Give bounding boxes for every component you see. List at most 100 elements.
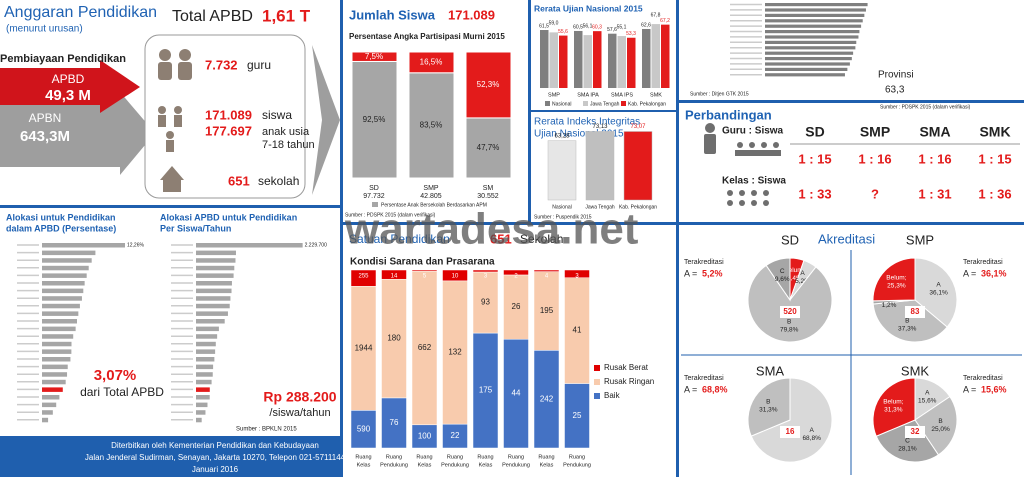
bar <box>196 334 218 339</box>
label: Ujian Nasional 2015 <box>534 129 624 140</box>
label: ? <box>871 186 879 201</box>
label: 28,1% <box>898 446 917 453</box>
label: A = <box>963 384 976 394</box>
bar <box>196 357 215 362</box>
pie-slice <box>872 377 916 437</box>
label: Sumber : Puspendik 2015 <box>534 214 592 220</box>
label: SMK <box>901 363 930 378</box>
label: Rerata Indeks Integritas <box>534 117 640 128</box>
label: SMA <box>756 363 785 378</box>
pie-slice <box>872 299 948 343</box>
bar <box>540 30 549 88</box>
bar <box>196 258 236 263</box>
bar <box>42 273 87 278</box>
pie-slice <box>747 377 791 437</box>
bar-segment <box>564 277 590 384</box>
label: Belum; <box>886 274 906 281</box>
bar-segment <box>465 51 512 119</box>
pie-slice <box>914 395 958 456</box>
bar-segment <box>381 269 407 280</box>
bar <box>196 387 210 392</box>
label: 195 <box>540 306 554 315</box>
label: B <box>905 318 909 325</box>
label: Rerata Ujian Nasional 2015 <box>534 3 643 13</box>
label: Kelas <box>479 462 493 468</box>
label: A = <box>684 268 697 278</box>
bar <box>42 417 49 423</box>
label: 31,3% <box>884 406 903 413</box>
bar <box>765 46 856 50</box>
label: 52,3% <box>477 80 500 89</box>
label: 177.697 <box>205 123 252 138</box>
bar-segment <box>350 269 377 287</box>
bar <box>765 3 868 7</box>
bar-segment <box>350 410 377 449</box>
label: Rusak Berat <box>604 363 649 372</box>
icon <box>158 49 192 192</box>
bar <box>765 51 854 55</box>
bar <box>196 349 216 354</box>
bar <box>765 19 863 23</box>
pie-slice <box>914 257 958 328</box>
label: A <box>809 427 814 434</box>
bar-segment <box>350 286 377 411</box>
label: 7,5% <box>365 52 383 61</box>
label: 62,6 <box>641 22 651 28</box>
label: 79,8% <box>780 327 799 334</box>
label: 68,8% <box>702 384 728 394</box>
label: A <box>936 282 941 289</box>
bar <box>196 273 234 278</box>
bar <box>42 349 72 354</box>
bar <box>196 402 208 408</box>
label: SD <box>781 232 799 247</box>
bar <box>42 372 68 377</box>
label: Sumber : PDSPK 2015 (dalam verifikasi) <box>345 212 436 218</box>
bar-segment <box>564 269 590 278</box>
bar <box>765 24 862 28</box>
label: 60,3 <box>592 24 602 30</box>
label: 2 <box>514 274 518 280</box>
bar <box>593 31 602 88</box>
bar <box>196 303 230 309</box>
label: Terakreditasi <box>963 375 1003 382</box>
label: 242 <box>540 394 554 403</box>
label: Alokasi APBD untuk Pendidikan <box>160 212 297 222</box>
label: Kelas <box>540 462 554 468</box>
bar <box>196 319 225 324</box>
bar-segment <box>472 269 499 273</box>
label: Jalan Jenderal Sudirman, Senayan, Jakart… <box>85 453 346 462</box>
bar-segment <box>472 271 499 334</box>
label: SMA <box>919 124 950 140</box>
label: 1 : 15 <box>798 151 831 166</box>
panel <box>679 103 1024 222</box>
label: Ruang <box>569 454 585 460</box>
center-box <box>780 426 800 438</box>
bar-segment <box>442 269 468 282</box>
label: 30.552 <box>477 193 499 200</box>
label: 36,1% <box>929 290 948 297</box>
bar-segment <box>533 269 560 272</box>
label: Sumber : Ditjen GTK 2015 <box>690 91 749 97</box>
label: A = <box>684 384 697 394</box>
bar <box>196 243 303 248</box>
label: sekolah <box>258 174 299 188</box>
label: APBN <box>29 111 62 125</box>
label: SD <box>369 185 379 192</box>
label: 41 <box>573 326 582 335</box>
label: 63,28 <box>554 133 570 139</box>
label: Ruang <box>508 454 524 460</box>
label: Kelas <box>357 462 371 468</box>
bar <box>196 341 216 347</box>
label: Pembiayaan Pendidikan <box>0 53 126 65</box>
label: Jawa Tengah <box>585 204 615 210</box>
label: Persentase Angka Partisipasi Murni 2015 <box>349 32 505 41</box>
label: 3 <box>484 274 488 280</box>
label: 12,26% <box>127 242 145 248</box>
pie-slice <box>747 264 833 343</box>
label: A <box>800 270 805 277</box>
label: Belum; <box>883 398 903 405</box>
label: /siswa/tahun <box>269 407 330 419</box>
label: Per Siswa/Tahun <box>160 223 231 233</box>
label: B <box>938 418 942 425</box>
